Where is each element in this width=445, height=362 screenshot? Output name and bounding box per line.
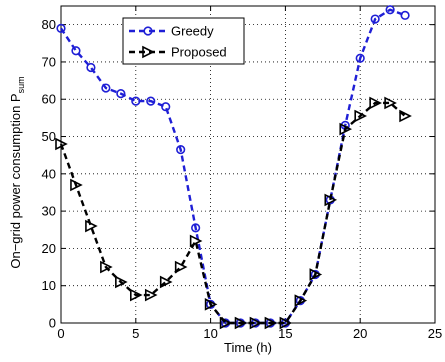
series-greedy-point <box>161 102 171 112</box>
x-tick-label: 20 <box>353 326 367 341</box>
series-proposed-point <box>234 316 248 330</box>
y-tick-label: 20 <box>42 241 56 256</box>
series-greedy-point <box>370 14 380 24</box>
legend-greedy-marker <box>143 26 153 36</box>
y-tick-label: 70 <box>42 54 56 69</box>
series-greedy-point <box>131 96 141 106</box>
series-proposed-point <box>294 294 308 307</box>
series-proposed-point <box>70 178 83 192</box>
x-tick-label: 25 <box>428 326 442 341</box>
series-proposed-point <box>354 109 367 123</box>
x-tick-label: 10 <box>203 326 217 341</box>
series-greedy-point <box>56 23 66 33</box>
series-proposed-point <box>264 316 278 330</box>
y-tick-label: 10 <box>42 278 56 293</box>
x-tick-label: 5 <box>132 326 139 341</box>
y-tick-label: 0 <box>49 316 56 331</box>
series-proposed-point <box>189 234 203 248</box>
series-proposed-point <box>369 96 382 110</box>
series-proposed-line <box>59 101 406 325</box>
series-proposed-point <box>130 288 143 302</box>
legend-item-greedy: Greedy <box>129 24 214 39</box>
series-greedy-point <box>355 53 365 63</box>
x-tick-label: 0 <box>57 326 64 341</box>
y-axis-title-main: On−grid power consumption P <box>8 93 23 268</box>
series-proposed <box>55 96 412 330</box>
legend-item-proposed: Proposed <box>129 45 227 60</box>
axis-ticks: 0 5 10 15 20 25 0 10 20 30 40 50 60 70 80 <box>42 6 442 341</box>
series-greedy-point <box>146 96 156 106</box>
series-greedy-point <box>191 223 201 233</box>
series-greedy-point <box>400 10 410 20</box>
series-greedy-point <box>116 89 126 99</box>
series-greedy-point <box>101 83 111 93</box>
series-proposed-point <box>324 193 338 207</box>
y-tick-label: 40 <box>42 166 56 181</box>
y-axis-title-subscript: sum <box>16 76 26 93</box>
y-axis-title: On−grid power consumption Psum <box>8 76 26 268</box>
series-proposed-point <box>144 288 158 302</box>
x-axis-title: Time (h) <box>224 340 272 355</box>
series-proposed-point <box>115 275 128 289</box>
series-proposed-point <box>159 275 173 289</box>
series-greedy-point <box>71 46 81 56</box>
series-proposed-point <box>174 260 188 274</box>
series-proposed-point <box>204 298 218 311</box>
legend-proposed-marker <box>142 45 155 59</box>
series-proposed-point <box>55 137 68 151</box>
legend-greedy-label: Greedy <box>171 24 214 39</box>
x-tick-label: 15 <box>278 326 292 341</box>
y-tick-label: 50 <box>42 129 56 144</box>
series-proposed-point <box>279 316 293 330</box>
series-proposed-point <box>249 316 263 330</box>
y-tick-label: 60 <box>42 92 56 107</box>
grid-lines <box>61 6 435 323</box>
series-proposed-point <box>219 316 233 330</box>
plot-area <box>60 5 436 324</box>
series-layer <box>55 5 412 330</box>
series-proposed-point <box>399 109 412 123</box>
legend: Greedy Proposed <box>122 17 245 65</box>
series-proposed-point <box>384 96 397 110</box>
series-proposed-point <box>85 219 98 233</box>
series-proposed-point <box>309 268 323 281</box>
series-proposed-point <box>339 122 353 136</box>
series-greedy-point <box>86 62 96 73</box>
series-greedy-point <box>385 5 395 15</box>
y-tick-label: 30 <box>42 204 56 219</box>
y-tick-label: 80 <box>42 17 56 32</box>
legend-proposed-label: Proposed <box>171 45 227 60</box>
series-greedy-point <box>176 144 186 155</box>
series-proposed-point <box>100 260 113 274</box>
